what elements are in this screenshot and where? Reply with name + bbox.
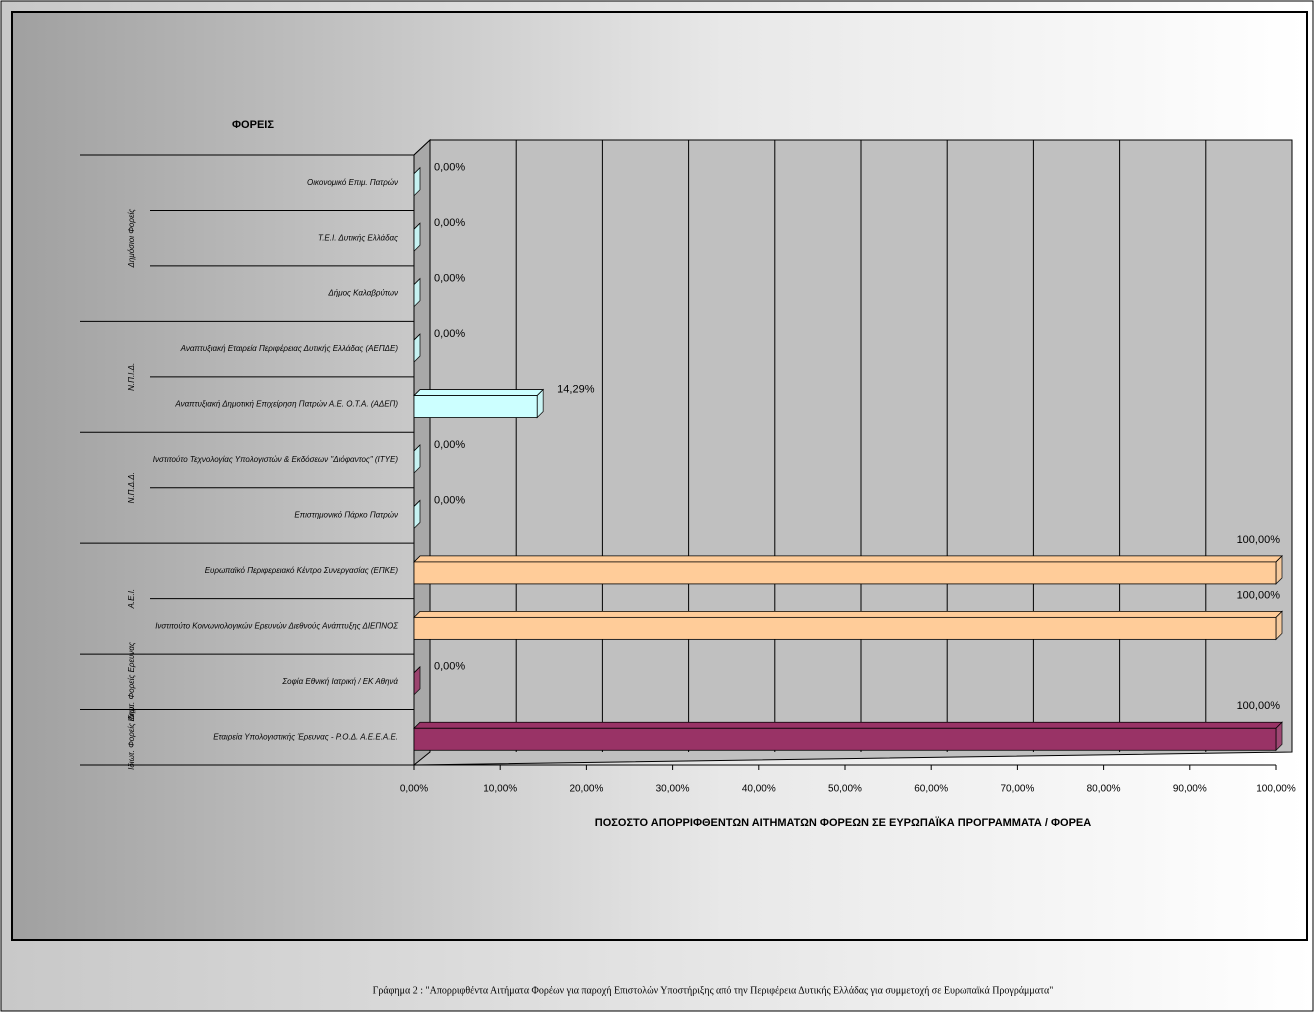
category-label: Ινστιτούτο Κοινωνιολογικών Ερευνών Διεθν… — [155, 621, 399, 630]
group-label: Α.Ε.Ι. — [127, 589, 136, 610]
bar-side — [413, 277, 421, 308]
bar-side — [413, 499, 421, 530]
group-label: Ιδιωτ. Φορείς Ερευνας — [127, 642, 136, 721]
bar — [413, 561, 1277, 585]
x-tick-label: 20,00% — [569, 784, 603, 795]
bar-top — [413, 610, 1283, 618]
category-label: Σοφία Εθνική Ιατρική / ΕΚ Αθηνά — [281, 677, 398, 686]
value-label: 0,00% — [434, 273, 465, 285]
bar-side — [413, 333, 421, 364]
category-label: Ευρωπαϊκό Περιφερειακό Κέντρο Συνεργασία… — [205, 566, 399, 575]
bar-top — [413, 721, 1283, 729]
bar — [413, 727, 1277, 751]
bar-top — [413, 555, 1283, 563]
x-tick-label: 70,00% — [1000, 784, 1034, 795]
header: ΦΟΡΕΙΣ — [232, 119, 274, 131]
value-label: 0,00% — [434, 661, 465, 673]
category-label: Αναπτυξιακή Εταιρεία Περιφέρειας Δυτικής… — [180, 344, 399, 353]
category-label: Επιστημονικό Πάρκο Πατρών — [294, 511, 398, 520]
group-label: Δημόσιοι Φορείς — [127, 209, 136, 269]
x-tick-label: 10,00% — [483, 784, 517, 795]
x-tick-label: 100,00% — [1256, 784, 1296, 795]
category-label: Εταιρεία Υπολογιστικής Έρευνας - Ρ.Ο.Δ. … — [213, 732, 398, 741]
value-label: 100,00% — [1237, 534, 1281, 546]
value-label: 0,00% — [434, 328, 465, 340]
x-tick-label: 60,00% — [914, 784, 948, 795]
group-label: Ιδιωτ. Φορείς Δημ. — [127, 705, 136, 770]
category-label: Δήμος Καλαβρύτων — [327, 289, 398, 298]
value-label: 0,00% — [434, 494, 465, 506]
category-label: Οικονομικό Επιμ. Πατρών — [307, 178, 398, 187]
bar-side — [413, 222, 421, 253]
x-tick-label: 0,00% — [400, 784, 428, 795]
x-tick-label: 80,00% — [1087, 784, 1121, 795]
value-label: 0,00% — [434, 217, 465, 229]
x-tick-label: 90,00% — [1173, 784, 1207, 795]
x-tick-label: 30,00% — [656, 784, 690, 795]
bar-side — [413, 166, 421, 197]
value-label: 0,00% — [434, 162, 465, 174]
group-label: Ν.Π.Ι.Δ. — [127, 363, 136, 391]
x-axis-title: ΠΟΣΟΣΤΟ ΑΠΟΡΡΙΦΘΕΝΤΩΝ ΑΙΤΗΜΑΤΩΝ ΦΟΡΕΩΝ Σ… — [595, 816, 1091, 829]
bar-side — [413, 444, 421, 474]
plot-wall — [413, 139, 1293, 766]
value-label: 0,00% — [434, 439, 465, 451]
bar — [413, 616, 1277, 640]
bar-side — [413, 665, 421, 696]
value-label: 100,00% — [1237, 700, 1281, 712]
category-label: Αναπτυξιακή Δημοτική Επιχείρηση Πατρών Α… — [174, 400, 398, 409]
value-label: 14,29% — [557, 383, 595, 395]
category-label: Τ.Ε.Ι. Δυτικής Ελλάδας — [318, 233, 398, 242]
value-label: 100,00% — [1237, 589, 1281, 601]
x-tick-label: 40,00% — [742, 784, 776, 795]
bar-top — [413, 389, 545, 396]
bar — [413, 395, 538, 418]
x-tick-label: 50,00% — [828, 784, 862, 795]
group-label: Ν.Π.Δ.Δ. — [127, 472, 136, 503]
category-label: Ινστιτούτο Τεχνολογίας Υπολογιστών & Εκδ… — [153, 455, 399, 464]
caption: Γράφημα 2 : "Απορριφθέντα Αιτήματα Φορέω… — [373, 985, 1054, 996]
